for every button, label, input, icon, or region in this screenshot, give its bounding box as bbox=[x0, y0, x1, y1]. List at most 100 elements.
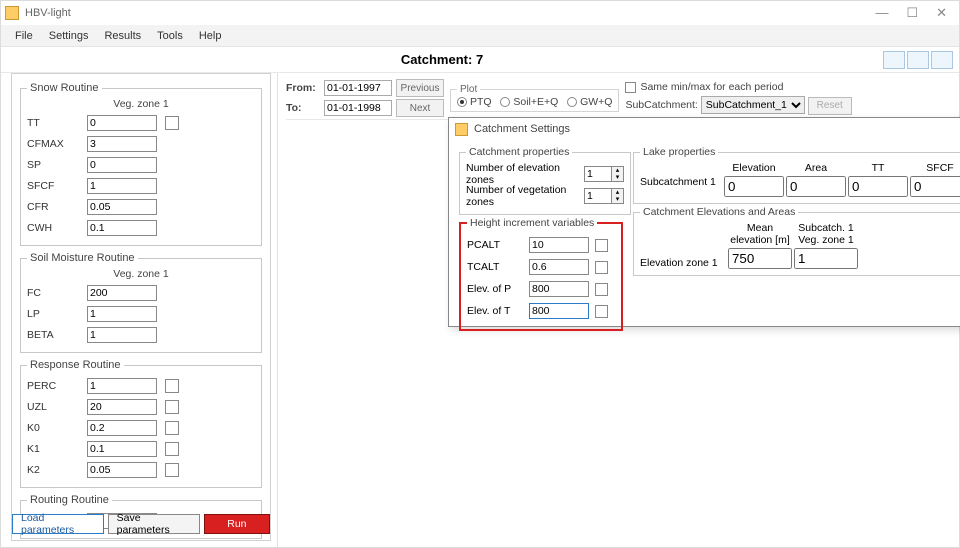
gwq-radio[interactable] bbox=[567, 97, 577, 107]
cfr-input[interactable] bbox=[87, 199, 157, 215]
lp-label: LP bbox=[27, 308, 87, 320]
catchment-value: 7 bbox=[476, 52, 483, 67]
k0-input[interactable] bbox=[87, 420, 157, 436]
soil-zone: Veg. zone 1 bbox=[27, 268, 255, 280]
elevt-input[interactable] bbox=[529, 303, 589, 319]
sp-label: SP bbox=[27, 159, 87, 171]
cwh-input[interactable] bbox=[87, 220, 157, 236]
soil-routine-group: Soil Moisture Routine Veg. zone 1 FC LP … bbox=[20, 252, 262, 353]
soil-legend: Soil Moisture Routine bbox=[27, 252, 138, 264]
menu-file[interactable]: File bbox=[15, 30, 33, 42]
minimize-icon[interactable]: — bbox=[875, 5, 888, 21]
lake-tt-input[interactable] bbox=[848, 176, 908, 197]
n-veg-label: Number of vegetation zones bbox=[466, 184, 584, 208]
catchment-settings-dialog: Catchment Settings — ☐ ✕ Catchment prope… bbox=[448, 117, 960, 327]
from-input[interactable] bbox=[324, 80, 392, 96]
n-veg-spinner[interactable]: ▴▾ bbox=[612, 188, 624, 204]
subcatchment-select[interactable]: SubCatchment_1 bbox=[701, 96, 805, 114]
menu-tools[interactable]: Tools bbox=[157, 30, 183, 42]
next-button[interactable]: Next bbox=[396, 99, 444, 117]
lp-input[interactable] bbox=[87, 306, 157, 322]
menu-help[interactable]: Help bbox=[199, 30, 222, 42]
hiv-legend: Height increment variables bbox=[467, 217, 597, 229]
lake-h-elev: Elevation bbox=[724, 162, 784, 174]
perc-input[interactable] bbox=[87, 378, 157, 394]
menubar: File Settings Results Tools Help bbox=[1, 25, 959, 47]
beta-label: BETA bbox=[27, 329, 87, 341]
panel-left-icon[interactable] bbox=[883, 51, 905, 69]
k1-check[interactable] bbox=[165, 442, 179, 456]
lake-row-label: Subcatchment 1 bbox=[640, 176, 722, 197]
elevp-check[interactable] bbox=[595, 283, 608, 296]
n-elev-input[interactable] bbox=[584, 166, 612, 182]
resp-legend: Response Routine bbox=[27, 359, 124, 371]
load-parameters-button[interactable]: Load parameters bbox=[12, 514, 104, 534]
elevt-label: Elev. of T bbox=[467, 305, 529, 317]
cfmax-label: CFMAX bbox=[27, 138, 87, 150]
tt-check[interactable] bbox=[165, 116, 179, 130]
sp-input[interactable] bbox=[87, 157, 157, 173]
reset-button[interactable]: Reset bbox=[808, 97, 852, 115]
cp-legend: Catchment properties bbox=[466, 146, 572, 158]
lake-sfcf-input[interactable] bbox=[910, 176, 960, 197]
from-label: From: bbox=[286, 82, 320, 94]
cfmax-input[interactable] bbox=[87, 136, 157, 152]
elevp-input[interactable] bbox=[529, 281, 589, 297]
save-parameters-button[interactable]: Save parameters bbox=[108, 514, 200, 534]
sfcf-label: SFCF bbox=[27, 180, 87, 192]
k2-input[interactable] bbox=[87, 462, 157, 478]
cea-legend: Catchment Elevations and Areas bbox=[640, 206, 798, 218]
n-elev-label: Number of elevation zones bbox=[466, 162, 584, 186]
panel-mid-icon[interactable] bbox=[907, 51, 929, 69]
soil-label: Soil+E+Q bbox=[513, 96, 558, 108]
gwq-label: GW+Q bbox=[580, 96, 612, 108]
catchment-properties-group: Catchment properties Number of elevation… bbox=[459, 146, 631, 215]
elevt-check[interactable] bbox=[595, 305, 608, 318]
cwh-label: CWH bbox=[27, 222, 87, 234]
menu-results[interactable]: Results bbox=[104, 30, 141, 42]
app-icon bbox=[5, 6, 19, 20]
k1-label: K1 bbox=[27, 443, 87, 455]
app-title: HBV-light bbox=[25, 7, 875, 19]
cea-veg-input[interactable] bbox=[794, 248, 858, 269]
previous-button[interactable]: Previous bbox=[396, 79, 444, 97]
same-minmax-check[interactable] bbox=[625, 82, 636, 93]
uzl-input[interactable] bbox=[87, 399, 157, 415]
perc-check[interactable] bbox=[165, 379, 179, 393]
pcalt-input[interactable] bbox=[529, 237, 589, 253]
panel-right-icon[interactable] bbox=[931, 51, 953, 69]
tcalt-input[interactable] bbox=[529, 259, 589, 275]
tcalt-check[interactable] bbox=[595, 261, 608, 274]
uzl-check[interactable] bbox=[165, 400, 179, 414]
pcalt-label: PCALT bbox=[467, 239, 529, 251]
sfcf-input[interactable] bbox=[87, 178, 157, 194]
lake-h-tt: TT bbox=[848, 162, 908, 174]
menu-settings[interactable]: Settings bbox=[49, 30, 89, 42]
tt-label: TT bbox=[27, 117, 87, 129]
beta-input[interactable] bbox=[87, 327, 157, 343]
lake-elev-input[interactable] bbox=[724, 176, 784, 197]
maximize-icon[interactable]: ☐ bbox=[906, 5, 918, 21]
k1-input[interactable] bbox=[87, 441, 157, 457]
run-button[interactable]: Run bbox=[204, 514, 270, 534]
close-icon[interactable]: ✕ bbox=[936, 5, 947, 21]
panel-icons bbox=[883, 51, 959, 69]
lake-area-input[interactable] bbox=[786, 176, 846, 197]
cfr-label: CFR bbox=[27, 201, 87, 213]
subcatch-label: SubCatchment: bbox=[625, 99, 697, 111]
k0-check[interactable] bbox=[165, 421, 179, 435]
k2-check[interactable] bbox=[165, 463, 179, 477]
to-input[interactable] bbox=[324, 100, 392, 116]
cea-mean-input[interactable] bbox=[728, 248, 792, 269]
height-increment-group: Height increment variables PCALT TCALT E… bbox=[459, 217, 623, 331]
pcalt-check[interactable] bbox=[595, 239, 608, 252]
ptq-radio[interactable] bbox=[457, 97, 467, 107]
tt-input[interactable] bbox=[87, 115, 157, 131]
parameters-panel: Snow Routine Veg. zone 1 TT CFMAX SP SFC… bbox=[11, 73, 271, 541]
fc-input[interactable] bbox=[87, 285, 157, 301]
lake-h-area: Area bbox=[786, 162, 846, 174]
n-elev-spinner[interactable]: ▴▾ bbox=[612, 166, 624, 182]
rout-legend: Routing Routine bbox=[27, 494, 112, 506]
n-veg-input[interactable] bbox=[584, 188, 612, 204]
soil-radio[interactable] bbox=[500, 97, 510, 107]
